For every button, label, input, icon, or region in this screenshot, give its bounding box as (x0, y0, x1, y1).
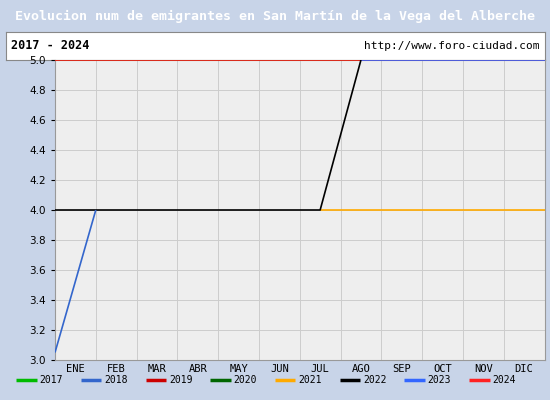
Text: 2017 - 2024: 2017 - 2024 (11, 40, 89, 52)
Text: http://www.foro-ciudad.com: http://www.foro-ciudad.com (364, 41, 539, 51)
Text: 2018: 2018 (104, 375, 128, 385)
Text: Evolucion num de emigrantes en San Martín de la Vega del Alberche: Evolucion num de emigrantes en San Martí… (15, 10, 535, 22)
Text: 2021: 2021 (298, 375, 322, 385)
Text: 2022: 2022 (363, 375, 386, 385)
Text: 2023: 2023 (427, 375, 451, 385)
Text: 2020: 2020 (234, 375, 257, 385)
Text: 2019: 2019 (169, 375, 192, 385)
Text: 2017: 2017 (40, 375, 63, 385)
Text: 2024: 2024 (492, 375, 516, 385)
